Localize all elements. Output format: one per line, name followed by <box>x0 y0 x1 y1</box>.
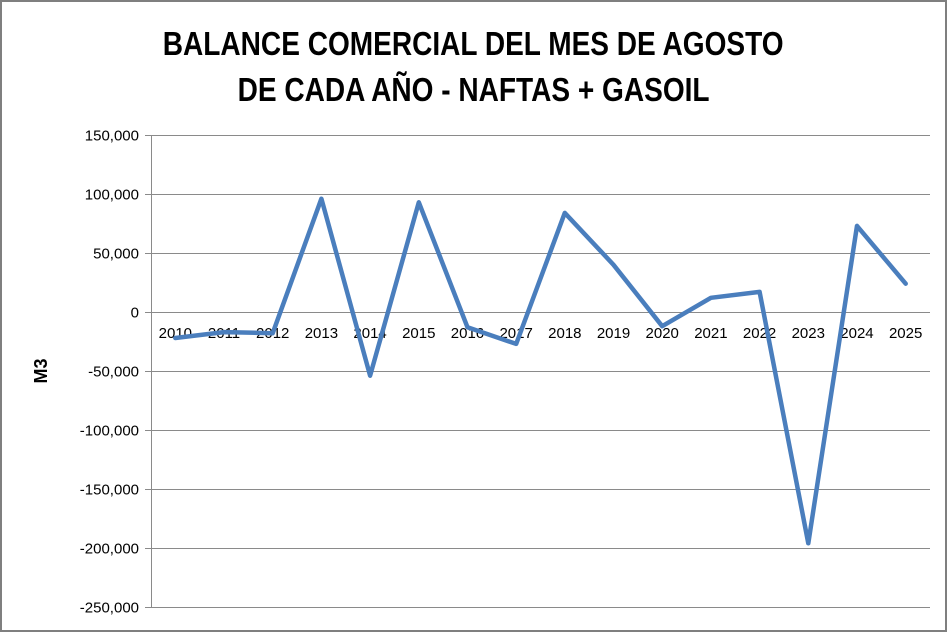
y-tick-label: 100,000 <box>85 187 139 204</box>
y-tick-label: -150,000 <box>80 482 139 499</box>
y-tick-label: -100,000 <box>80 423 139 440</box>
y-tick-label: 150,000 <box>85 128 139 145</box>
x-tick-label: 2019 <box>597 325 630 342</box>
x-tick-label: 2025 <box>889 325 922 342</box>
x-tick-label: 2017 <box>499 325 532 342</box>
data-line-series <box>173 196 908 546</box>
x-tick-label: 2024 <box>840 325 873 342</box>
x-tick-label: 2022 <box>743 325 776 342</box>
x-tick-label: 2021 <box>694 325 727 342</box>
x-tick-label: 2015 <box>402 325 435 342</box>
x-tick-label: 2023 <box>792 325 825 342</box>
y-tick-label: 50,000 <box>93 246 139 263</box>
x-tick-label: 2013 <box>305 325 338 342</box>
y-tick-label: -200,000 <box>80 541 139 558</box>
y-tick-label: 0 <box>131 305 139 322</box>
y-tick-label: -250,000 <box>80 600 139 617</box>
y-tick-label: -50,000 <box>88 364 139 381</box>
chart-title-line-1: BALANCE COMERCIAL DEL MES DE AGOSTO <box>163 25 784 62</box>
x-tick-label: 2018 <box>548 325 581 342</box>
x-tick-label: 2020 <box>646 325 679 342</box>
chart-title-line-2: DE CADA AÑO - NAFTAS + GASOIL <box>237 71 710 108</box>
chart-title: BALANCE COMERCIAL DEL MES DE AGOSTO DE C… <box>0 21 947 113</box>
